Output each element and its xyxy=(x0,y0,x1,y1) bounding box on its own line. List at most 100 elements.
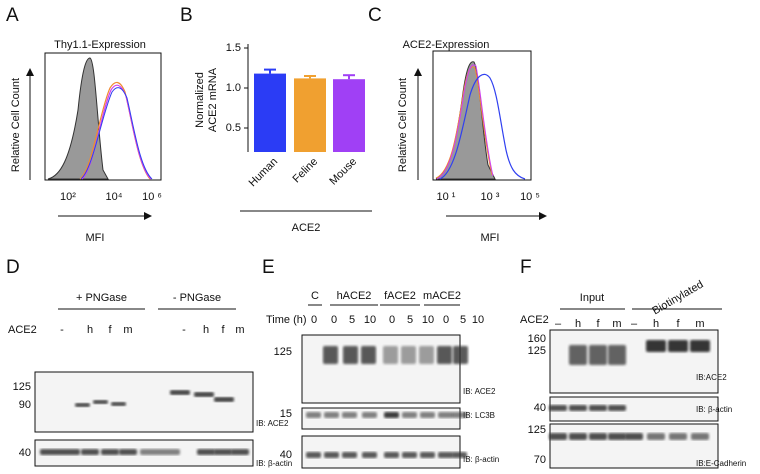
error-bar xyxy=(304,75,316,79)
band xyxy=(384,452,399,458)
band xyxy=(93,400,108,404)
marker: 125 xyxy=(528,424,546,436)
panel-letter: C xyxy=(368,5,382,26)
band xyxy=(75,403,90,407)
panel-letter: F xyxy=(520,257,532,278)
band xyxy=(549,405,567,411)
x-tick-label: 10 ⁶ xyxy=(142,191,162,203)
x-axis-label: MFI xyxy=(481,232,500,244)
band xyxy=(569,433,587,440)
y-axis-label: Relative Cell Count xyxy=(10,78,22,172)
histogram-control xyxy=(435,61,496,180)
marker: 90 xyxy=(19,399,31,411)
band xyxy=(646,340,666,352)
band xyxy=(306,412,321,418)
lane-label: 0 xyxy=(443,314,449,326)
band xyxy=(608,433,626,440)
band xyxy=(419,346,434,364)
y-tick-label: 0.5 xyxy=(226,122,241,134)
blot-label: IB: ACE2 xyxy=(463,387,496,396)
band xyxy=(402,452,417,458)
x-tick-label: Feline xyxy=(290,156,320,186)
x-tick-label: 10 ¹ xyxy=(437,191,456,203)
lane-label: h xyxy=(203,324,209,336)
marker: 125 xyxy=(274,346,292,358)
band xyxy=(608,405,626,411)
group-label: - PNGase xyxy=(173,292,221,304)
panel-title: ACE2-Expression xyxy=(403,39,490,51)
band xyxy=(362,412,377,418)
band xyxy=(81,449,99,455)
band xyxy=(438,412,453,418)
band xyxy=(569,405,587,411)
lane-label: - xyxy=(182,324,186,336)
group-label: Input xyxy=(580,292,604,304)
lane-label: f xyxy=(221,324,225,336)
band xyxy=(625,433,643,440)
band xyxy=(401,346,416,364)
band xyxy=(384,412,399,418)
marker: 40 xyxy=(280,449,292,461)
band xyxy=(140,449,180,455)
group-label: + PNGase xyxy=(76,292,127,304)
blot xyxy=(301,435,461,469)
row-label: ACE2 xyxy=(520,314,549,326)
panel-letter: B xyxy=(180,5,193,26)
row-label: Time (h) xyxy=(266,314,307,326)
band xyxy=(589,405,607,411)
band xyxy=(569,345,587,365)
x-tick-label: 10 ⁵ xyxy=(520,191,540,203)
band xyxy=(549,433,567,440)
group-label: mACE2 xyxy=(423,290,461,302)
x-tick-label: Human xyxy=(247,156,281,190)
band xyxy=(194,392,214,397)
band xyxy=(453,346,468,364)
lane-label: – xyxy=(631,318,638,330)
lane-label: h xyxy=(575,318,581,330)
x-tick-label: 10⁴ xyxy=(106,191,123,203)
band xyxy=(342,412,357,418)
blot-label: IB:E-Cadherin xyxy=(696,459,746,468)
band xyxy=(402,412,417,418)
marker: 40 xyxy=(19,447,31,459)
bar xyxy=(294,78,326,152)
bar xyxy=(254,73,286,152)
lane-label: 5 xyxy=(349,314,355,326)
lane-label: 0 xyxy=(389,314,395,326)
lane-label: m xyxy=(123,324,132,336)
band xyxy=(197,449,215,455)
y-tick-label: 1.0 xyxy=(226,82,241,94)
band xyxy=(383,346,398,364)
band xyxy=(323,346,338,364)
band xyxy=(111,402,126,406)
band xyxy=(342,452,357,458)
lane-label: f xyxy=(596,318,600,330)
band xyxy=(214,397,234,402)
blot-label: IB:ACE2 xyxy=(696,373,727,382)
blot-label: IB: β-actin xyxy=(463,455,499,464)
blot-label: IB: LC3B xyxy=(463,411,495,420)
x-axis-label: ACE2 xyxy=(292,222,321,234)
histogram-control xyxy=(47,57,109,180)
band xyxy=(452,412,467,418)
lane-label: – xyxy=(555,318,562,330)
lane-label: 0 xyxy=(311,314,317,326)
band xyxy=(420,412,435,418)
lane-label: 5 xyxy=(407,314,413,326)
y-axis-label: Normalized xyxy=(194,72,206,128)
histogram-mouse xyxy=(436,64,494,180)
band xyxy=(589,433,607,440)
marker: 40 xyxy=(534,402,546,414)
panel-letter: A xyxy=(6,5,19,26)
lane-label: m xyxy=(695,318,704,330)
blot-label: IB: β-actin xyxy=(256,459,292,468)
lane-label: f xyxy=(676,318,680,330)
band xyxy=(343,346,358,364)
marker: 125 xyxy=(528,345,546,357)
lane-label: m xyxy=(235,324,244,336)
plot-frame xyxy=(44,52,162,181)
x-tick-label: 10 ³ xyxy=(481,191,500,203)
marker: 15 xyxy=(280,408,292,420)
band xyxy=(690,340,710,352)
x-tick-label: Mouse xyxy=(327,156,359,188)
